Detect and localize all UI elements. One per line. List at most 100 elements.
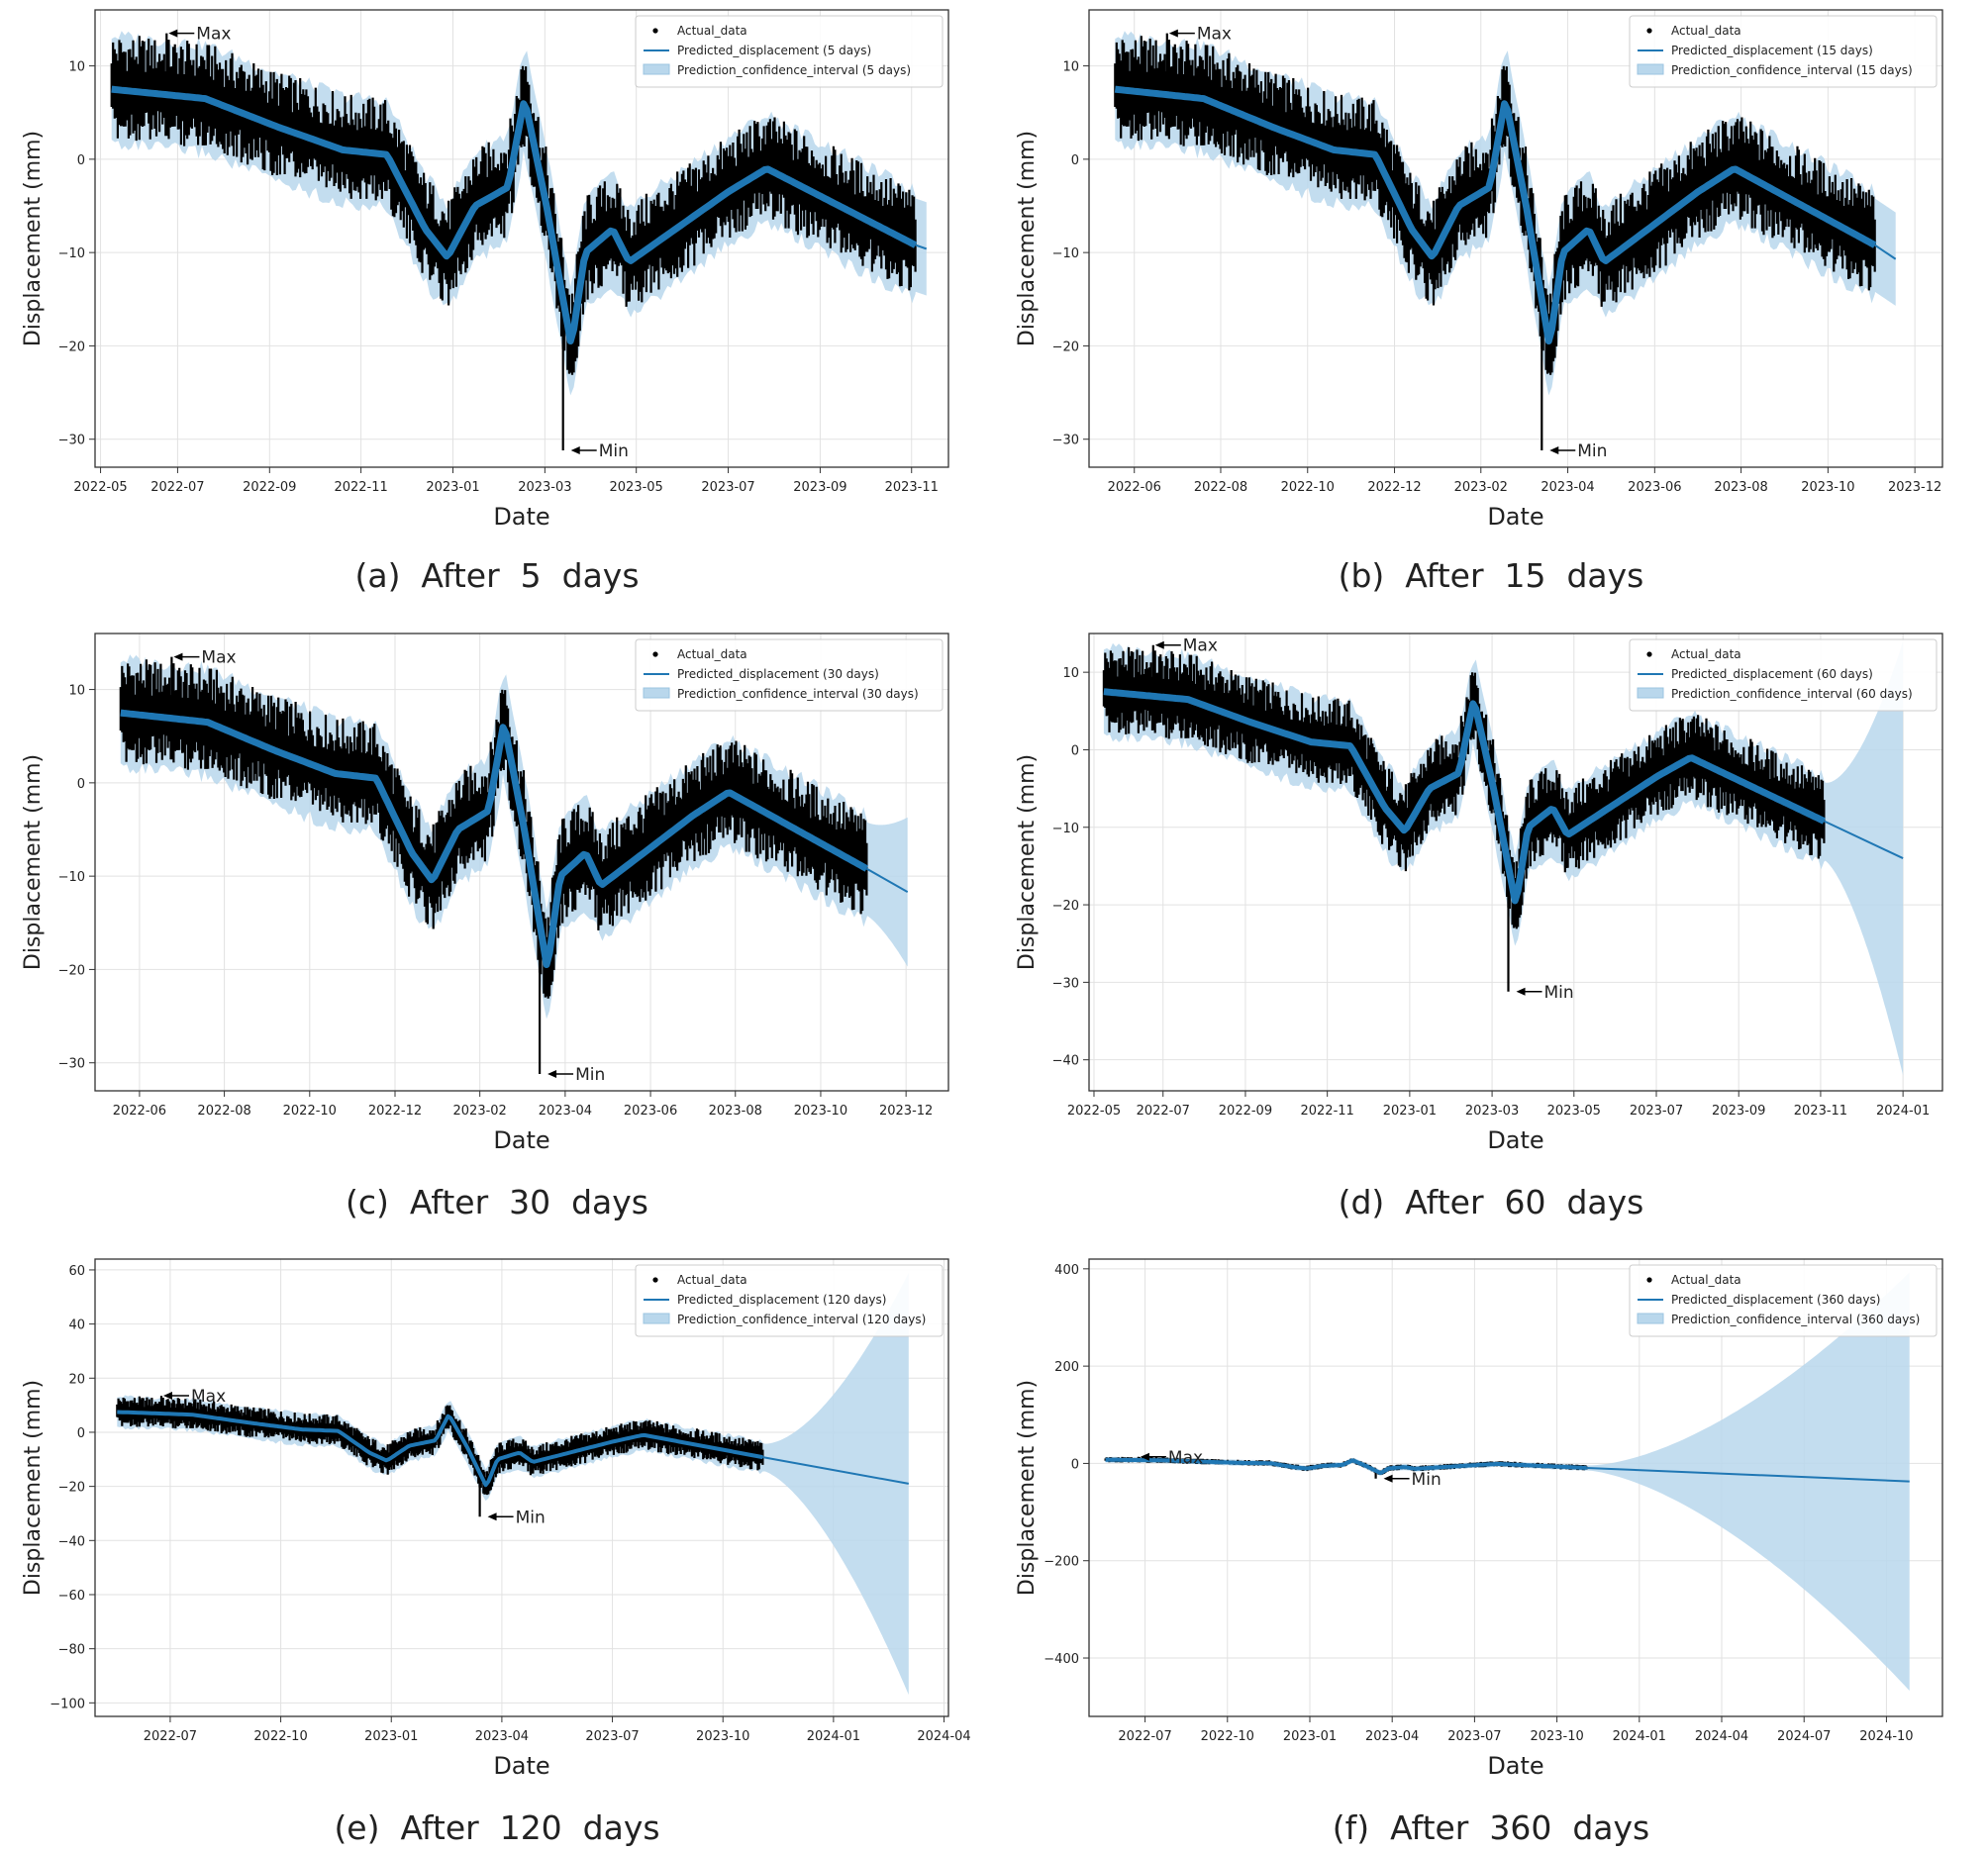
y-tick-label: −30 xyxy=(1052,434,1079,448)
x-tick-label: 2023-01 xyxy=(364,1729,418,1744)
x-tick-label: 2023-01 xyxy=(426,480,479,495)
x-tick-label: 2022-08 xyxy=(1194,480,1247,495)
legend-box xyxy=(635,15,944,88)
y-tick-label: 20 xyxy=(68,1372,85,1387)
forecast-line xyxy=(762,1456,909,1485)
y-tick-label: −10 xyxy=(1052,246,1079,261)
x-tick-label: 2023-04 xyxy=(1541,480,1594,495)
x-tick-label: 2023-04 xyxy=(539,1104,592,1119)
x-tick-label: 2024-04 xyxy=(917,1729,970,1744)
y-tick-label: 400 xyxy=(1054,1263,1079,1278)
actual-data-series xyxy=(1114,33,1876,450)
forecast-line xyxy=(1874,244,1897,260)
forecast-line xyxy=(1586,1466,1910,1483)
y-tick-label: −80 xyxy=(58,1643,85,1658)
x-tick-label: 2022-10 xyxy=(1281,480,1335,495)
legend-interval-label: Prediction_confidence_interval (360 days… xyxy=(1671,1313,1920,1326)
x-tick-label: 2023-09 xyxy=(793,480,846,495)
legend-predicted-label: Predicted_displacement (30 days) xyxy=(677,667,879,681)
x-tick-label: 2022-11 xyxy=(1300,1104,1353,1119)
y-axis-label: Displacement (mm) xyxy=(21,1380,46,1596)
caption-e: (e) After 120 days xyxy=(334,1808,660,1847)
max-arrow-head xyxy=(173,652,183,661)
legend-actual-label: Actual_data xyxy=(1671,1273,1741,1287)
x-tick-label: 2022-09 xyxy=(1219,1104,1272,1119)
x-tick-label: 2022-07 xyxy=(1137,1104,1190,1119)
plot-frame xyxy=(94,633,949,1092)
y-tick-label: −10 xyxy=(58,246,85,261)
x-tick-label: 2023-07 xyxy=(1447,1729,1501,1744)
x-tick-label: 2023-01 xyxy=(1283,1729,1337,1744)
x-tick-label: 2023-12 xyxy=(879,1104,933,1119)
legend-interval-marker xyxy=(1637,687,1664,699)
plot-frame xyxy=(1088,1258,1943,1717)
max-arrow-head xyxy=(1168,29,1178,38)
legend-interval-marker xyxy=(643,687,670,699)
legend-interval-label: Prediction_confidence_interval (30 days) xyxy=(677,687,919,701)
max-label: Max xyxy=(1183,636,1218,656)
min-annotation: Min xyxy=(1549,441,1607,461)
y-tick-label: −40 xyxy=(58,1534,85,1549)
legend-actual-marker xyxy=(1646,651,1652,657)
legend-interval-label: Prediction_confidence_interval (15 days) xyxy=(1671,63,1913,77)
max-label: Max xyxy=(1197,25,1232,45)
min-arrow-head xyxy=(547,1070,557,1079)
x-tick-label: 2022-11 xyxy=(334,480,387,495)
min-arrow-head xyxy=(487,1512,497,1521)
y-axis-label: Displacement (mm) xyxy=(1015,131,1040,346)
y-tick-label: −30 xyxy=(58,434,85,448)
legend-predicted-label: Predicted_displacement (15 days) xyxy=(1671,44,1873,57)
min-label: Min xyxy=(1412,1470,1441,1490)
min-arrow-head xyxy=(1516,987,1526,996)
min-annotation: Min xyxy=(487,1508,546,1527)
min-annotation: Min xyxy=(1516,983,1574,1003)
actual-data-points xyxy=(1114,33,1876,450)
y-tick-label: 10 xyxy=(68,684,85,699)
min-arrow-head xyxy=(1383,1474,1393,1483)
x-tick-label: 2022-05 xyxy=(73,480,127,495)
y-tick-label: 10 xyxy=(1062,60,1079,75)
max-label: Max xyxy=(1168,1448,1203,1468)
x-tick-label: 2022-06 xyxy=(1108,480,1161,495)
legend-interval-marker xyxy=(1637,63,1664,75)
x-tick-label: 2022-12 xyxy=(368,1104,422,1119)
legend: Actual_data Predicted_displacement (120 d… xyxy=(635,1264,944,1337)
x-tick-label: 2023-07 xyxy=(585,1729,639,1744)
y-tick-label: −20 xyxy=(1052,899,1079,914)
x-tick-label: 2022-09 xyxy=(243,480,296,495)
y-tick-label: 0 xyxy=(77,1426,85,1441)
plot-frame xyxy=(94,9,949,468)
legend: Actual_data Predicted_displacement (5 day… xyxy=(635,15,944,88)
y-axis-label: Displacement (mm) xyxy=(21,754,46,970)
x-tick-label: 2023-04 xyxy=(475,1729,529,1744)
y-tick-label: 0 xyxy=(77,153,85,168)
x-tick-label: 2023-06 xyxy=(624,1104,677,1119)
x-tick-label: 2023-12 xyxy=(1888,480,1941,495)
y-tick-label: −10 xyxy=(58,870,85,885)
x-tick-label: 2022-08 xyxy=(197,1104,250,1119)
x-tick-label: 2023-02 xyxy=(453,1104,507,1119)
x-axis-label: Date xyxy=(1487,1752,1543,1780)
legend-actual-marker xyxy=(652,28,658,34)
legend-actual-label: Actual_data xyxy=(677,647,747,661)
legend-actual-marker xyxy=(1646,1277,1652,1283)
legend-actual-marker xyxy=(652,1277,658,1283)
x-tick-label: 2023-05 xyxy=(610,480,663,495)
legend-actual-label: Actual_data xyxy=(1671,24,1741,38)
max-arrow-head xyxy=(1140,1452,1149,1461)
max-annotation: Max xyxy=(162,1387,226,1407)
y-tick-label: −20 xyxy=(58,963,85,978)
legend-predicted-label: Predicted_displacement (60 days) xyxy=(1671,667,1873,681)
y-tick-label: 200 xyxy=(1054,1360,1079,1375)
min-label: Min xyxy=(599,441,629,461)
x-tick-label: 2022-07 xyxy=(150,480,204,495)
x-tick-label: 2024-01 xyxy=(1613,1729,1666,1744)
x-tick-label: 2022-07 xyxy=(1118,1729,1171,1744)
max-label: Max xyxy=(201,648,236,668)
x-tick-label: 2023-10 xyxy=(696,1729,749,1744)
x-tick-label: 2023-10 xyxy=(1801,480,1854,495)
legend-actual-label: Actual_data xyxy=(677,24,747,38)
legend-interval-marker xyxy=(1637,1313,1664,1324)
legend-interval-marker xyxy=(643,1313,670,1324)
